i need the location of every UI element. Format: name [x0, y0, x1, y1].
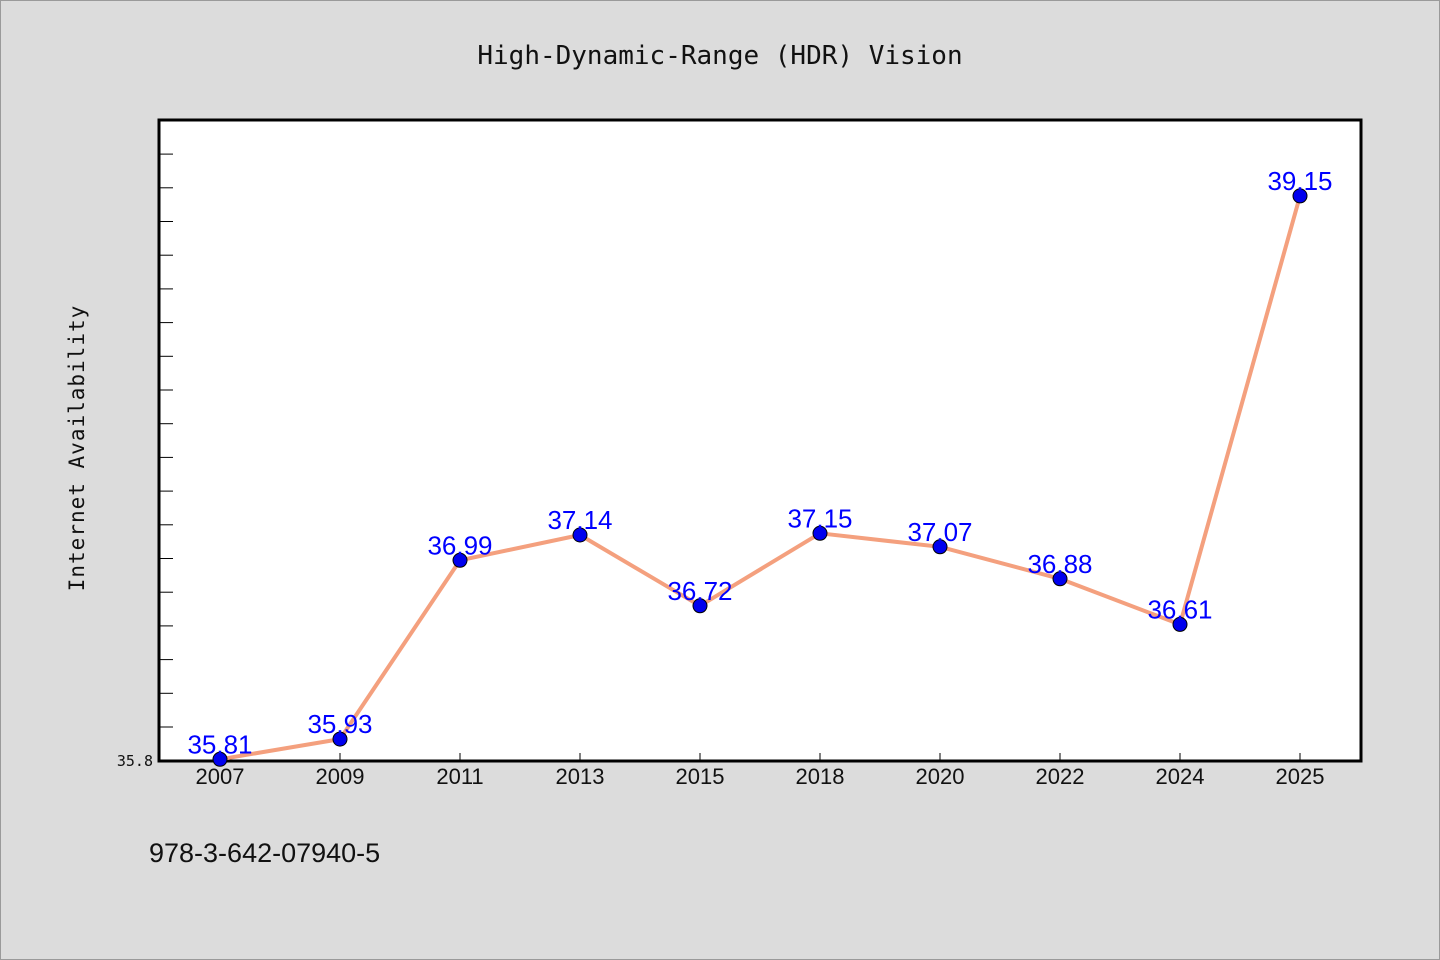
data-label: 37.07 [907, 517, 972, 547]
data-point [932, 539, 948, 555]
x-tick-label: 2013 [556, 764, 605, 789]
isbn-footer: 978-3-642-07940-5 [149, 838, 380, 868]
data-label: 39.15 [1267, 166, 1332, 196]
data-label: 35.93 [307, 709, 372, 739]
x-axis-ticks: 2007 2009 2011 2013 2015 2018 2020 2022 2024 2025 [196, 753, 1325, 789]
data-point [812, 525, 828, 541]
y-tick-label: 35.8 [117, 752, 153, 770]
x-tick-label: 2015 [676, 764, 725, 789]
series-layer [212, 188, 1308, 767]
x-tick-label: 2018 [796, 764, 845, 789]
chart-title: High-Dynamic-Range (HDR) Vision [477, 41, 962, 71]
data-point [1292, 188, 1308, 204]
data-point [692, 598, 708, 614]
data-labels: 35.81 35.93 36.99 37.14 36.72 37.15 37.07 36.88… [187, 166, 1332, 759]
series-line [218, 193, 1302, 762]
data-point [572, 527, 588, 543]
data-point [332, 731, 348, 747]
data-label: 35.81 [187, 729, 252, 759]
data-label: 36.88 [1027, 549, 1092, 579]
data-label: 36.72 [667, 576, 732, 606]
data-point [212, 751, 228, 767]
x-tick-label: 2020 [916, 764, 965, 789]
x-tick-label: 2011 [436, 764, 483, 789]
data-point [1172, 616, 1188, 632]
data-label: 36.61 [1147, 594, 1212, 624]
data-point [452, 552, 468, 568]
x-tick-label: 2007 [196, 764, 245, 789]
y-axis-label: Internet Availability [65, 305, 89, 592]
x-tick-label: 2024 [1156, 764, 1205, 789]
x-tick-label: 2025 [1276, 764, 1325, 789]
x-tick-label: 2009 [316, 764, 365, 789]
data-label: 37.14 [547, 505, 612, 535]
data-point [1052, 571, 1068, 587]
y-axis-ticks: 35.8 [117, 153, 173, 770]
x-tick-label: 2022 [1036, 764, 1085, 789]
data-label: 37.15 [787, 503, 852, 533]
data-label: 36.99 [427, 530, 492, 560]
plot-area [157, 118, 1363, 763]
